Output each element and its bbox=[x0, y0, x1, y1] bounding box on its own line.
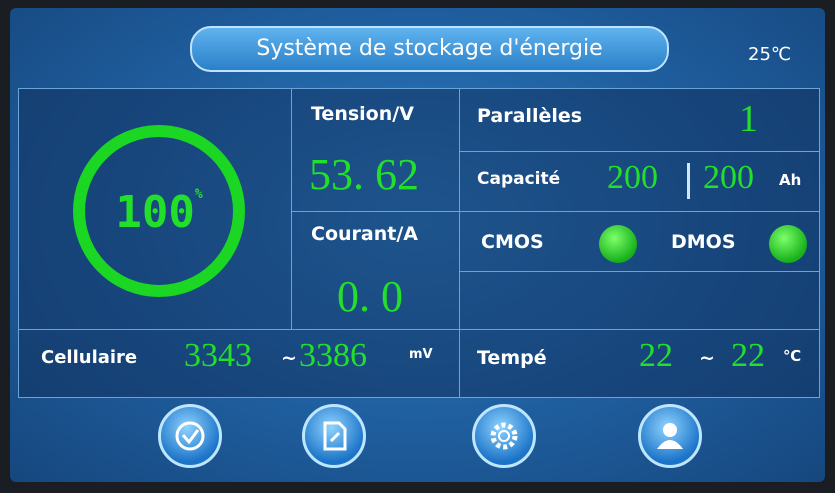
dmos-indicator bbox=[769, 225, 807, 263]
tempe-max: 22 bbox=[731, 337, 765, 375]
tempe-unit: ℃ bbox=[783, 347, 801, 365]
status-button[interactable] bbox=[158, 404, 222, 468]
report-button[interactable] bbox=[302, 404, 366, 468]
tension-label: Tension/V bbox=[311, 103, 414, 125]
ambient-temperature: 25℃ bbox=[748, 44, 791, 65]
tempe-min: 22 bbox=[639, 337, 673, 375]
main-panel: 100% Tension/V 53. 62 Courant/A 0. 0 Par… bbox=[18, 88, 820, 398]
capacite-remaining: 200 bbox=[607, 159, 658, 197]
cellulaire-separator: ~ bbox=[281, 347, 297, 369]
capacite-unit: Ah bbox=[779, 171, 801, 189]
cellulaire-max: 3386 bbox=[299, 337, 367, 375]
tension-value: 53. 62 bbox=[309, 149, 419, 200]
soc-unit: % bbox=[195, 187, 203, 202]
user-button[interactable] bbox=[638, 404, 702, 468]
cellulaire-label: Cellulaire bbox=[41, 347, 137, 368]
cmos-label: CMOS bbox=[481, 231, 544, 253]
page: Système de stockage d'énergie 25℃ 100% T… bbox=[0, 0, 835, 493]
capacite-total: 200 bbox=[703, 159, 754, 197]
title: Système de stockage d'énergie bbox=[190, 26, 669, 72]
tempe-separator: ~ bbox=[699, 347, 715, 369]
report-icon bbox=[305, 407, 363, 465]
screen: Système de stockage d'énergie 25℃ 100% T… bbox=[10, 8, 825, 482]
cellulaire-unit: mV bbox=[409, 347, 433, 362]
settings-icon bbox=[475, 407, 533, 465]
capacite-label: Capacité bbox=[477, 169, 560, 189]
settings-button[interactable] bbox=[472, 404, 536, 468]
soc: 100% bbox=[89, 187, 229, 238]
cmos-indicator bbox=[599, 225, 637, 263]
paralleles-label: Parallèles bbox=[477, 105, 582, 127]
paralleles-value: 1 bbox=[739, 97, 758, 141]
user-icon bbox=[641, 407, 699, 465]
cellulaire-min: 3343 bbox=[184, 337, 252, 375]
courant-label: Courant/A bbox=[311, 223, 418, 245]
courant-value: 0. 0 bbox=[337, 271, 403, 322]
soc-value: 100 bbox=[115, 187, 194, 238]
dmos-label: DMOS bbox=[671, 231, 736, 253]
status-icon bbox=[161, 407, 219, 465]
tempe-label: Tempé bbox=[477, 347, 547, 369]
